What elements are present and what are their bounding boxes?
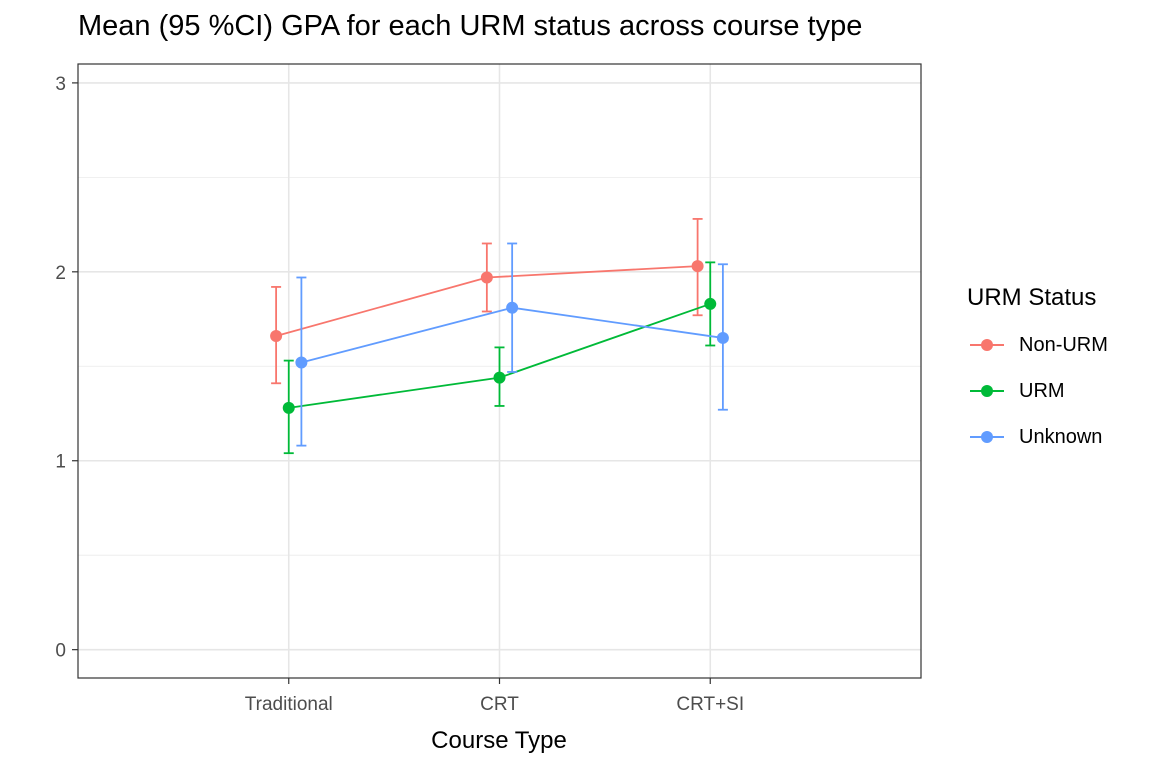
x-tick-label: CRT bbox=[480, 694, 519, 715]
legend-key bbox=[967, 425, 1007, 449]
legend-item: Unknown bbox=[967, 414, 1108, 460]
chart-title: Mean (95 %CI) GPA for each URM status ac… bbox=[78, 10, 863, 42]
y-tick-label: 0 bbox=[55, 641, 66, 662]
x-tick-label: CRT+SI bbox=[676, 694, 744, 715]
x-axis-title: Course Type bbox=[431, 727, 567, 754]
legend-label: URM bbox=[1019, 379, 1065, 402]
data-point bbox=[295, 356, 308, 369]
legend-label: Unknown bbox=[1019, 425, 1103, 448]
axes: 0 1 2 3 Traditional CRT CRT+SI bbox=[55, 74, 744, 715]
legend-key-dot bbox=[981, 385, 993, 397]
legend-key-dot bbox=[981, 431, 993, 443]
data-point bbox=[493, 371, 506, 384]
legend-title: URM Status bbox=[967, 284, 1097, 311]
y-tick-label: 1 bbox=[55, 452, 66, 473]
data-point bbox=[704, 297, 717, 310]
legend-label: Non-URM bbox=[1019, 333, 1108, 356]
x-tick-label: Traditional bbox=[245, 694, 333, 715]
y-tick-label: 2 bbox=[55, 263, 66, 284]
legend-item: Non-URM bbox=[967, 322, 1108, 368]
data-point bbox=[270, 330, 283, 343]
legend-key bbox=[967, 379, 1007, 403]
legend: URM Status Non-URM URM Unknown bbox=[967, 284, 1108, 460]
legend-items: Non-URM URM Unknown bbox=[967, 322, 1108, 460]
series-group bbox=[282, 261, 717, 455]
data-point bbox=[691, 260, 704, 273]
data-point bbox=[282, 401, 295, 414]
legend-key-dot bbox=[981, 339, 993, 351]
series-group bbox=[295, 242, 729, 447]
legend-item: URM bbox=[967, 368, 1108, 414]
legend-key bbox=[967, 333, 1007, 357]
y-tick-label: 3 bbox=[55, 74, 66, 95]
data-layer bbox=[270, 218, 729, 455]
data-point bbox=[480, 271, 493, 284]
data-point bbox=[716, 331, 729, 344]
series-group bbox=[270, 218, 704, 385]
data-point bbox=[506, 301, 519, 314]
